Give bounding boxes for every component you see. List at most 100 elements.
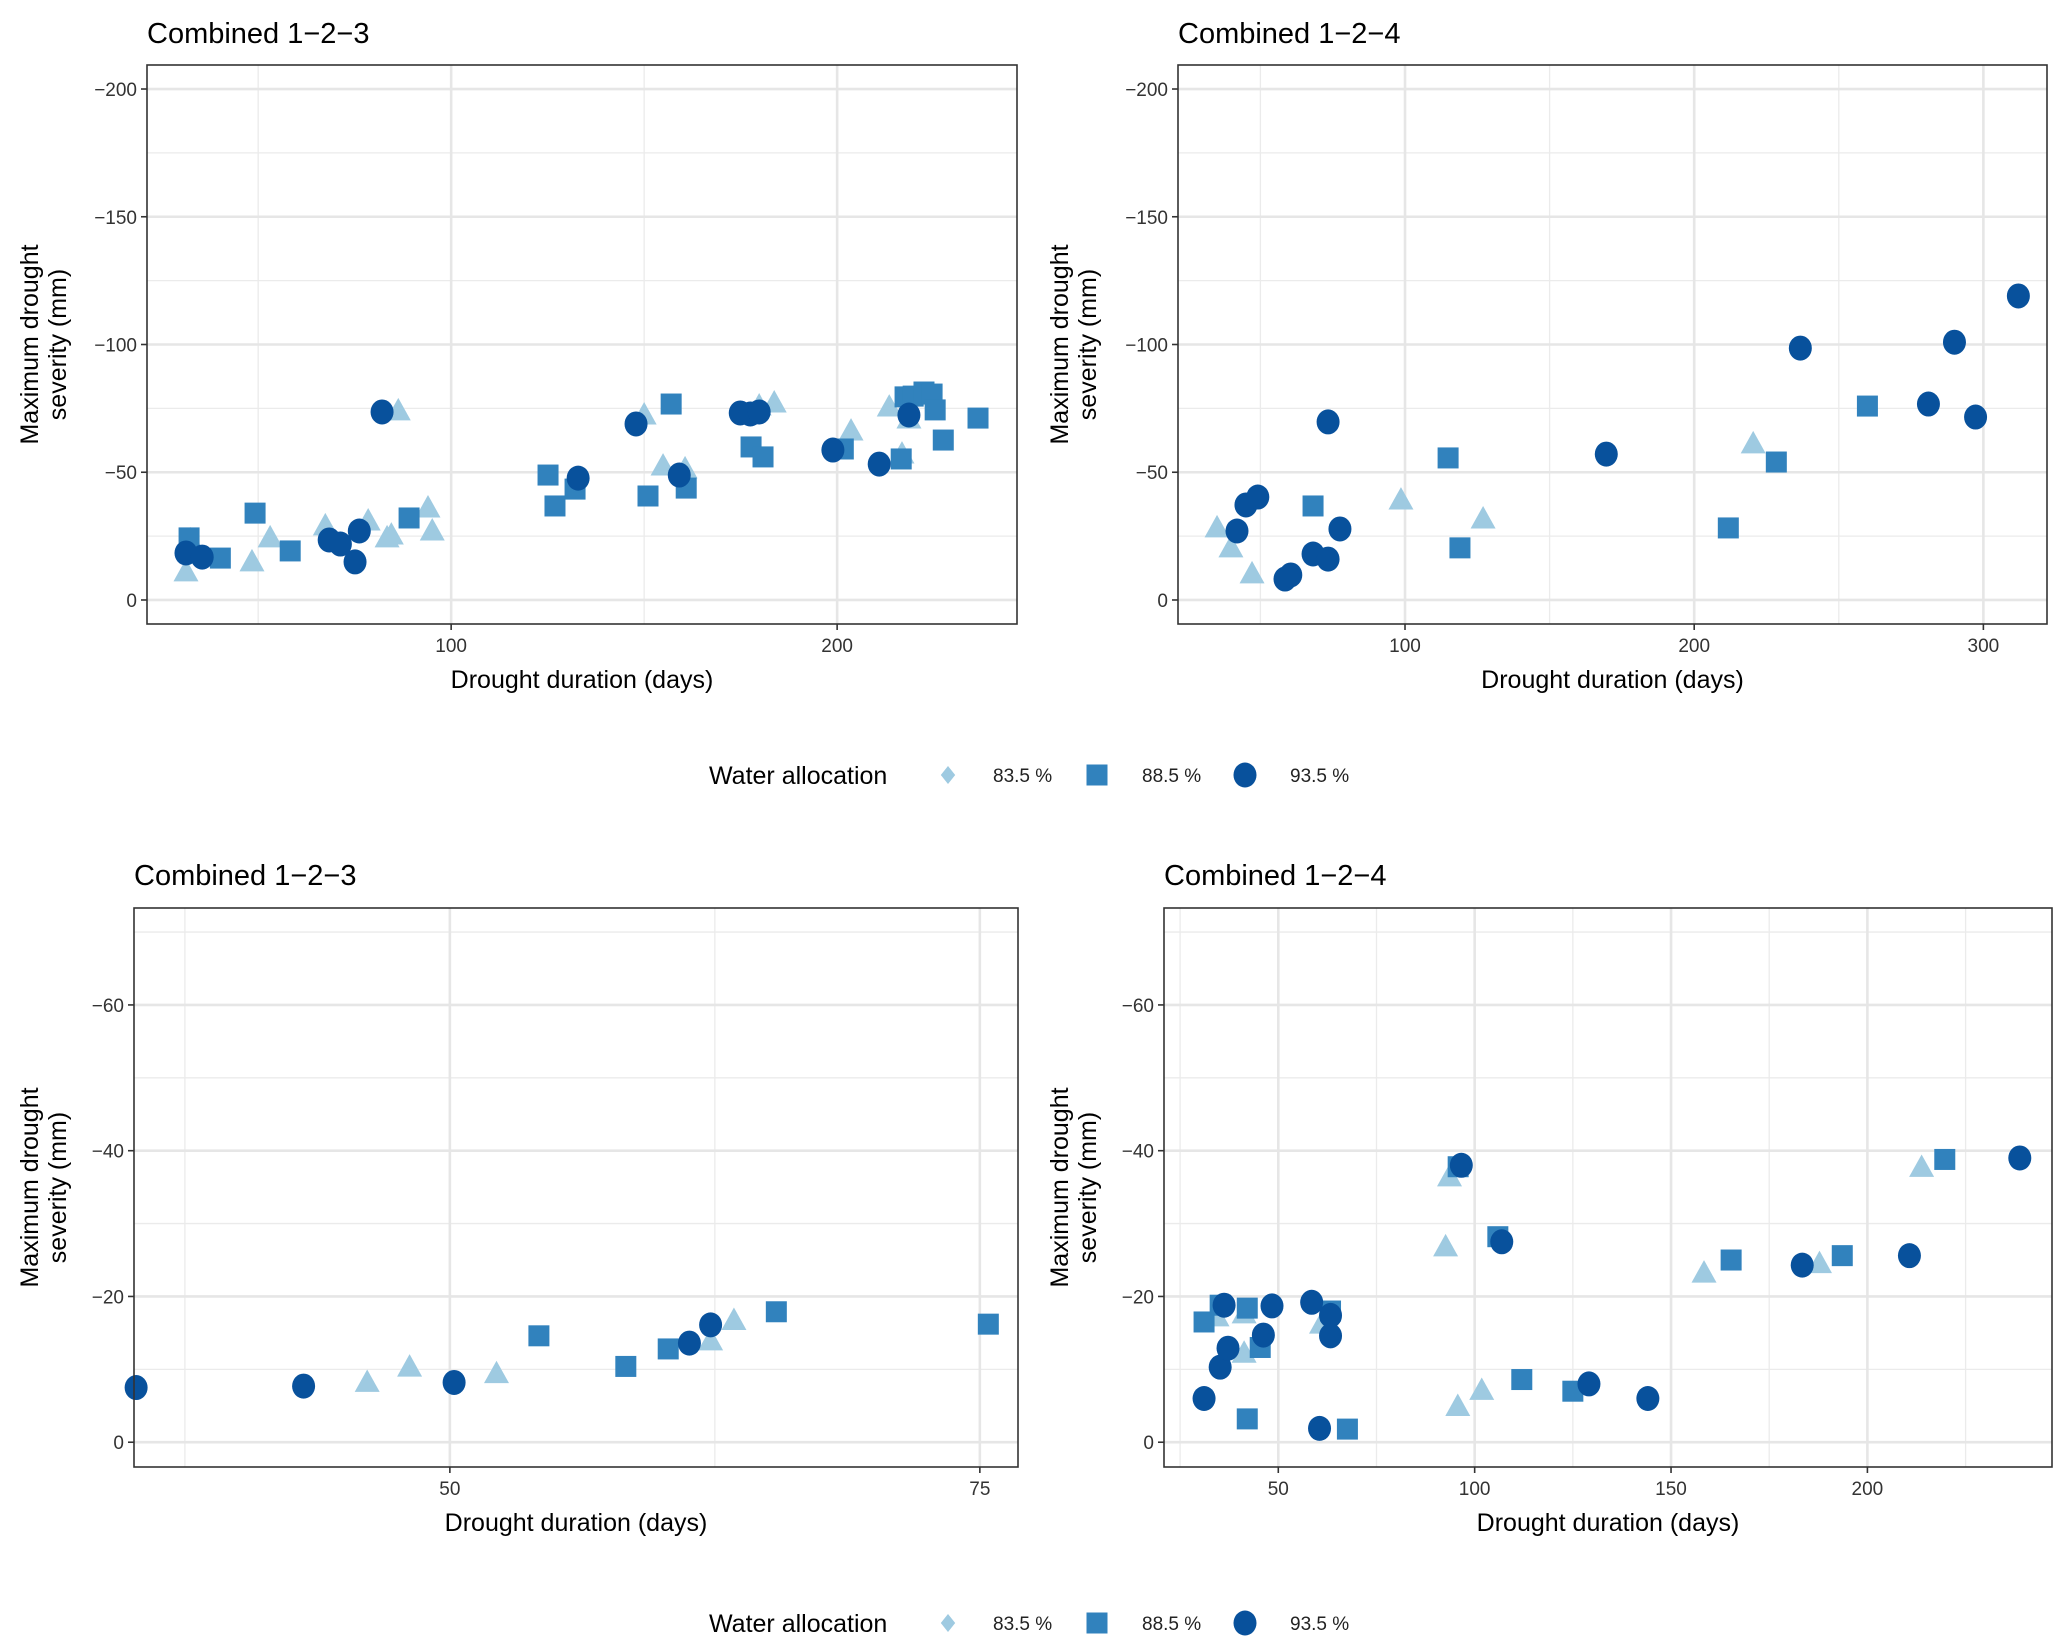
y-axis-label: Maximum droughtseverity (mm)	[1046, 244, 1102, 444]
y-axis-label: Maximum droughtseverity (mm)	[16, 244, 72, 444]
x-tick-label: 75	[969, 1479, 990, 1500]
series-93.5	[1192, 1145, 2032, 1441]
x-tick-label: 100	[1459, 1479, 1491, 1500]
x-tick-label: 50	[1268, 1479, 1289, 1500]
panel-border	[133, 907, 1019, 1468]
y-tick-label: −50	[105, 463, 137, 484]
data-point	[544, 495, 566, 517]
y-tick-label: −60	[1122, 996, 1154, 1017]
data-point	[1308, 1415, 1332, 1441]
data-point	[415, 494, 441, 518]
data-point	[1388, 487, 1414, 510]
data-point	[173, 558, 199, 582]
data-point	[1216, 1335, 1240, 1361]
y-tick-label: −40	[1122, 1142, 1154, 1163]
y-axis-label-line: Maximum drought	[1046, 244, 1074, 444]
panel-border	[1163, 907, 2053, 1468]
data-point	[838, 418, 864, 441]
data-point	[1490, 1229, 1514, 1255]
data-point	[1302, 495, 1324, 517]
data-point	[1916, 391, 1940, 417]
data-point	[1470, 505, 1496, 529]
series-93.5	[124, 1312, 723, 1401]
data-point	[1740, 430, 1766, 454]
x-axis-label: Drought duration (days)	[445, 1509, 708, 1537]
data-point	[292, 1373, 316, 1399]
data-point	[1942, 329, 1966, 355]
data-point	[921, 383, 943, 405]
legend-label: 88.5 %	[1142, 766, 1201, 787]
data-point	[370, 399, 394, 425]
data-point	[257, 524, 283, 548]
data-point	[239, 548, 265, 572]
data-point	[821, 437, 845, 463]
x-tick-label: 200	[1678, 636, 1710, 657]
data-point	[1437, 447, 1459, 469]
y-axis-label-line: severity (mm)	[44, 1112, 72, 1263]
legend-title: Water allocation	[709, 762, 887, 790]
data-point	[1594, 441, 1618, 467]
y-tick-label: 0	[126, 591, 137, 612]
data-point	[1720, 1249, 1742, 1271]
data-point	[1212, 1292, 1236, 1318]
data-point	[1449, 1152, 1473, 1178]
data-point	[537, 464, 559, 486]
data-point	[279, 540, 301, 562]
data-point	[699, 1312, 723, 1338]
data-point	[1316, 409, 1340, 435]
y-tick-label: −20	[1122, 1287, 1154, 1308]
data-point	[1316, 546, 1340, 572]
data-point	[1192, 1385, 1216, 1411]
data-point	[378, 522, 404, 545]
data-point	[624, 411, 648, 437]
data-point	[1319, 1323, 1343, 1349]
legend-item: 83.5 %	[940, 766, 1052, 787]
data-point	[677, 1330, 701, 1356]
plot-background	[134, 908, 1018, 1467]
data-point	[1788, 335, 1812, 361]
data-point	[924, 399, 946, 421]
legend-item: 93.5 %	[1233, 1610, 1349, 1636]
data-point	[1934, 1148, 1956, 1170]
data-point	[343, 549, 367, 575]
x-tick-label: 50	[439, 1479, 460, 1500]
data-point	[1469, 1377, 1495, 1400]
series-88.5	[528, 1301, 999, 1377]
x-tick-label: 300	[1968, 636, 2000, 657]
legend-key-diamond-icon	[940, 766, 956, 784]
y-tick-label: −200	[1125, 80, 1168, 101]
y-tick-label: −200	[94, 80, 137, 101]
x-tick-label: 150	[1655, 1479, 1687, 1500]
y-tick-label: −50	[1136, 463, 1168, 484]
y-tick-label: −20	[92, 1287, 124, 1308]
data-point	[397, 1354, 423, 1377]
data-point	[1279, 562, 1303, 588]
legend-key-circle-icon	[1233, 1610, 1257, 1636]
y-tick-label: 0	[113, 1433, 124, 1454]
y-axis-label-line: Maximum drought	[16, 1087, 44, 1287]
legend-label: 88.5 %	[1142, 1614, 1201, 1635]
data-point	[667, 462, 691, 488]
data-point	[1225, 518, 1249, 544]
data-point	[566, 465, 590, 491]
data-point	[867, 451, 891, 477]
legend-item: 83.5 %	[940, 1614, 1052, 1635]
series-83.5	[1204, 430, 1766, 584]
legend-bottom: Water allocation 83.5 % 88.5 % 93.5 %	[709, 1610, 1349, 1638]
x-axis-label: Drought duration (days)	[451, 666, 714, 694]
data-point	[1433, 1233, 1459, 1257]
data-point	[765, 1301, 787, 1323]
data-point	[1336, 1418, 1358, 1440]
data-point	[1765, 451, 1787, 473]
data-point	[398, 507, 420, 529]
data-point	[1717, 517, 1739, 539]
x-tick-label: 100	[435, 636, 467, 657]
data-point	[1449, 537, 1471, 559]
legend-item: 88.5 %	[1086, 1612, 1201, 1635]
data-point	[1251, 1322, 1275, 1348]
data-point	[1691, 1260, 1717, 1283]
legend-key-square-icon	[1086, 1612, 1108, 1634]
y-axis-label-line: Maximum drought	[16, 244, 44, 444]
data-point	[752, 446, 774, 468]
